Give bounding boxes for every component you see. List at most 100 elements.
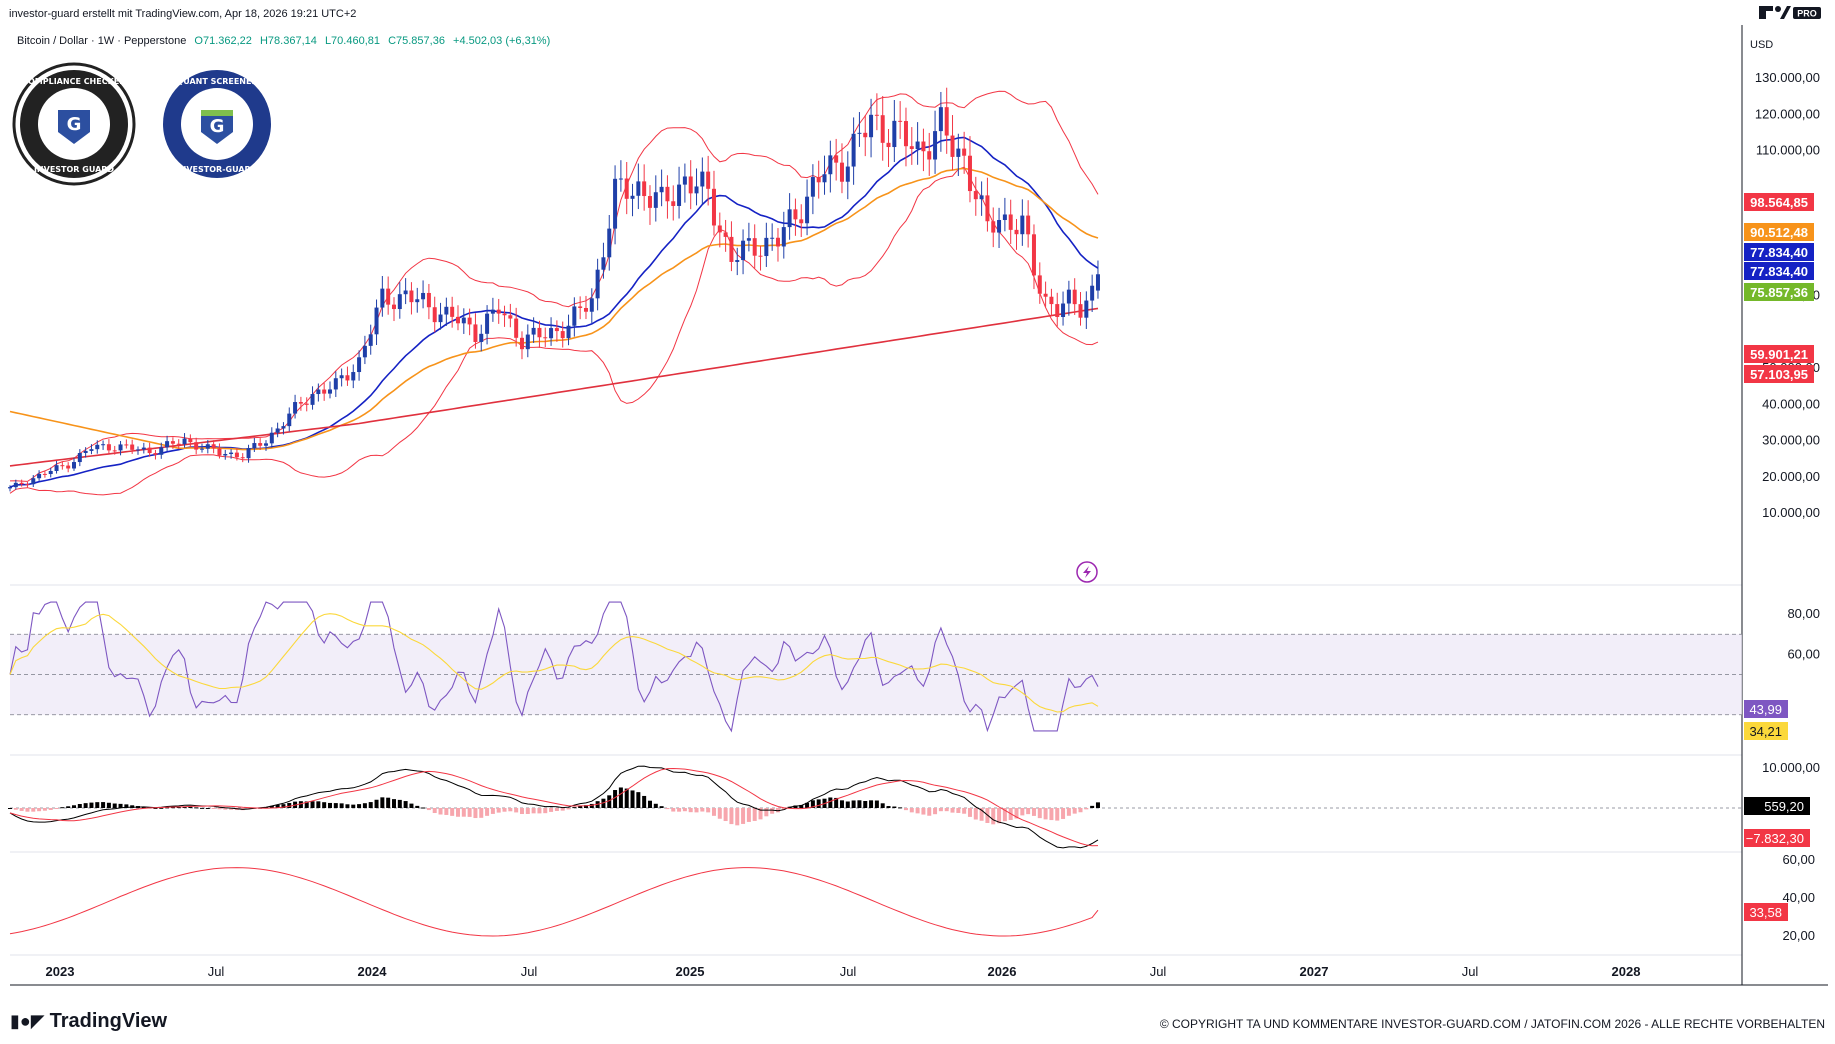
candle-body [77,453,82,463]
macd-histogram-bar [42,808,47,811]
macd-histogram-bar [764,808,769,817]
candle-body [467,317,472,325]
macd-histogram-bar [711,808,716,816]
candle-body [415,299,420,303]
candle-body [258,443,263,446]
macd-histogram-bar [903,808,908,811]
candle-body [915,141,920,149]
macd-histogram-bar [601,798,606,808]
price-label-text: 77.834,40 [1750,245,1808,260]
rsi-ma-line [9,613,1099,713]
candle-body [944,107,949,136]
candle-body [1037,275,1042,294]
macd-histogram-bar [8,808,12,809]
candle-body [304,403,309,405]
candle-body [240,457,245,459]
candle-body [1078,304,1083,318]
macd-histogram-bar [589,803,594,808]
macd-histogram-bar [438,808,443,815]
macd-histogram-bar [642,795,647,808]
candle-body [1020,215,1025,235]
macd-histogram-bar [746,808,751,822]
tradingview-logo[interactable]: ⁡▮●◤ TradingView [10,1010,167,1033]
macd-histogram-bar [490,808,495,814]
candle-body [886,142,891,148]
macd-histogram-bar [967,808,972,817]
macd-histogram-bar [310,801,315,808]
macd-histogram-bar [351,804,356,808]
macd-panel: 10.000,00 559,20 −7.832,30 [8,760,1820,849]
candle-body [1031,234,1036,276]
badge-left-letter: G [67,114,82,135]
macd-histogram-bar [205,807,210,809]
candle-body [229,452,234,455]
macd-histogram-bar [229,808,234,810]
candle-body [1026,215,1031,235]
candle-body [421,292,426,300]
macd-histogram-bar [159,807,164,809]
macd-histogram-bar [624,788,629,808]
candle-body [130,444,135,450]
rsi-tick-label: 80,00 [1787,606,1820,621]
macd-histogram-bar [537,808,542,814]
macd-histogram-bar [479,808,484,818]
candle-body [432,307,437,323]
candle-body [252,443,257,449]
candle-body [549,328,554,339]
candle-body [781,227,786,247]
candle-body [938,107,943,132]
macd-histogram-bar [77,804,82,808]
osc-tick-label: 60,00 [1782,852,1815,867]
price-label-box [1744,223,1814,241]
price-label-box [1744,345,1814,363]
candle-body [391,304,396,310]
tradingview-pro-logo: PRO [1759,4,1823,27]
candle-body [677,184,682,206]
macd-histogram-bar [101,802,106,808]
candle-body [54,465,59,471]
symbol-legend: Bitcoin / Dollar · 1W · Pepperstone O71.… [17,35,555,47]
macd-histogram-bar [781,808,786,810]
macd-histogram-bar [31,808,36,812]
macd-signal-line [9,767,1099,847]
time-tick-label: 2026 [988,964,1017,979]
legend-low: L70.460,81 [324,35,380,47]
legend-open: O71.362,22 [194,35,252,47]
macd-histogram-bar [1043,808,1048,820]
macd-histogram-bar [665,808,670,810]
rsi-tick-label: 60,00 [1787,646,1820,661]
candle-body [293,402,298,414]
candle-body [514,318,519,338]
candle-body [758,255,763,257]
macd-histogram-bar [54,808,59,809]
candle-body [1066,289,1071,304]
candle-body [979,195,984,200]
macd-histogram-bar [37,808,42,812]
macd-histogram-bar [48,808,53,810]
price-label-box [1744,365,1814,383]
macd-histogram-bar [397,799,402,808]
candle-body [921,141,926,152]
macd-histogram-bar [223,808,228,810]
candle-body [566,325,571,339]
event-lightning-icon[interactable] [1076,561,1098,583]
macd-histogram-bar [514,808,519,813]
macd-histogram-bar [618,787,623,808]
macd-histogram-bar [1002,808,1007,822]
macd-histogram-bar [944,808,949,812]
candle-body [380,288,385,308]
candle-body [618,178,623,180]
candle-body [298,402,303,404]
candle-body [101,444,106,446]
candle-body [95,444,100,450]
candle-body [607,228,612,258]
macd-histogram-bar [124,804,129,808]
macd-histogram-bar [1090,805,1095,808]
macd-histogram-bar [560,808,565,811]
osc-tick-label: 20,00 [1782,928,1815,943]
candle-body [287,413,292,427]
candle-body [490,309,495,314]
candle-body [839,162,844,182]
